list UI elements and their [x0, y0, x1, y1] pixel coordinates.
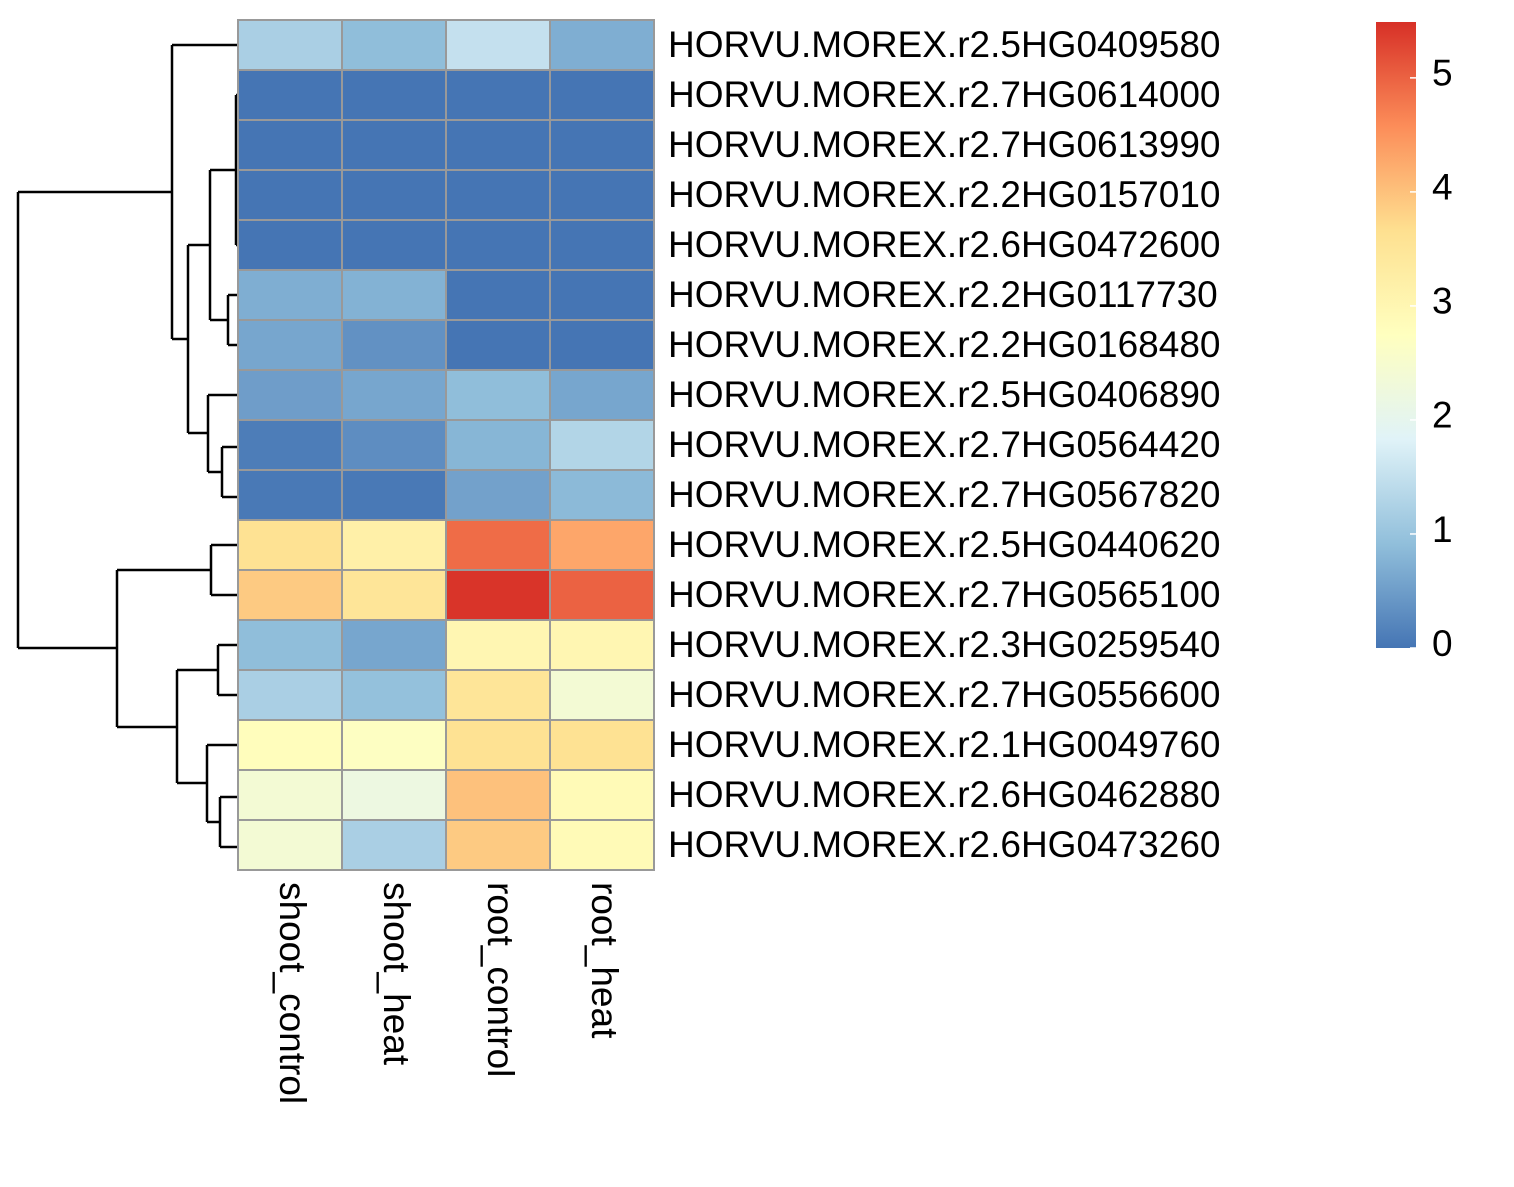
heatmap-cell: [237, 169, 343, 221]
column-label: root_control: [480, 882, 521, 1077]
heatmap-cell: [237, 519, 343, 571]
heatmap-cell: [549, 769, 655, 821]
heatmap-cell: [549, 819, 655, 871]
heatmap-cell: [445, 219, 551, 271]
heatmap-cell: [445, 669, 551, 721]
color-bar: [1376, 22, 1416, 648]
heatmap-cell: [341, 819, 447, 871]
heatmap-cell: [237, 319, 343, 371]
heatmap-cell: [549, 219, 655, 271]
row-label: HORVU.MOREX.r2.5HG0440620: [668, 524, 1221, 565]
heatmap-cell: [341, 419, 447, 471]
heatmap-cell: [549, 469, 655, 521]
row-label: HORVU.MOREX.r2.7HG0567820: [668, 474, 1221, 515]
row-label: HORVU.MOREX.r2.2HG0117730: [668, 274, 1218, 315]
heatmap-cell: [237, 569, 343, 621]
heatmap-cell: [445, 819, 551, 871]
color-bar-label: 0: [1432, 623, 1453, 664]
row-label: HORVU.MOREX.r2.7HG0565100: [668, 574, 1221, 615]
row-label: HORVU.MOREX.r2.6HG0462880: [668, 774, 1221, 815]
row-label: HORVU.MOREX.r2.2HG0168480: [668, 324, 1221, 365]
heatmap-cell: [237, 369, 343, 421]
heatmap-cell: [549, 569, 655, 621]
heatmap-cell: [237, 719, 343, 771]
heatmap-cell: [237, 269, 343, 321]
row-label: HORVU.MOREX.r2.1HG0049760: [668, 724, 1221, 765]
heatmap-cell: [445, 769, 551, 821]
heatmap-cell: [445, 319, 551, 371]
row-label: HORVU.MOREX.r2.3HG0259540: [668, 624, 1221, 665]
heatmap-cell: [341, 319, 447, 371]
heatmap-cell: [237, 819, 343, 871]
row-label: HORVU.MOREX.r2.7HG0613990: [668, 124, 1221, 165]
row-label: HORVU.MOREX.r2.7HG0614000: [668, 74, 1221, 115]
heatmap-cell: [549, 519, 655, 571]
heatmap-cell: [445, 269, 551, 321]
heatmap-cell: [549, 669, 655, 721]
row-label: HORVU.MOREX.r2.7HG0564420: [668, 424, 1221, 465]
heatmap-cell: [445, 19, 551, 71]
heatmap-cell: [237, 769, 343, 821]
heatmap-cell: [341, 219, 447, 271]
heatmap-cell: [445, 419, 551, 471]
heatmap-cell: [237, 469, 343, 521]
row-dendrogram: [16, 43, 238, 849]
heatmap-cell: [549, 169, 655, 221]
heatmap-cell: [341, 769, 447, 821]
color-bar-label: 2: [1432, 395, 1453, 436]
column-label: root_heat: [584, 882, 625, 1039]
heatmap-cell: [341, 119, 447, 171]
row-label: HORVU.MOREX.r2.2HG0157010: [668, 174, 1221, 215]
column-label: shoot_control: [272, 882, 313, 1104]
heatmap-cell: [237, 119, 343, 171]
row-label: HORVU.MOREX.r2.5HG0406890: [668, 374, 1221, 415]
heatmap-cell: [549, 269, 655, 321]
row-label: HORVU.MOREX.r2.6HG0473260: [668, 824, 1221, 865]
heatmap-cell: [549, 69, 655, 121]
heatmap-cell: [237, 619, 343, 671]
heatmap-cell: [341, 169, 447, 221]
heatmap-cell: [445, 519, 551, 571]
column-label: shoot_heat: [376, 882, 417, 1066]
heatmap-cell: [341, 369, 447, 421]
heatmap-cell: [549, 369, 655, 421]
heatmap-cell: [445, 619, 551, 671]
row-label: HORVU.MOREX.r2.7HG0556600: [668, 674, 1221, 715]
color-bar-label: 3: [1432, 281, 1453, 322]
heatmap-cell: [549, 619, 655, 671]
heatmap-cell: [549, 719, 655, 771]
heatmap-cell: [341, 619, 447, 671]
heatmap-cell: [341, 19, 447, 71]
row-label: HORVU.MOREX.r2.6HG0472600: [668, 224, 1221, 265]
heatmap-cell: [445, 369, 551, 421]
heatmap-cell: [341, 69, 447, 121]
heatmap-cell: [237, 669, 343, 721]
heatmap-cell: [445, 569, 551, 621]
heatmap-cell: [341, 719, 447, 771]
heatmap-cell: [445, 469, 551, 521]
heatmap-cell: [445, 169, 551, 221]
heatmap-cell: [237, 19, 343, 71]
heatmap-cell: [445, 69, 551, 121]
color-bar-label: 4: [1432, 167, 1453, 208]
heatmap-cell: [341, 669, 447, 721]
heatmap-cell: [549, 419, 655, 471]
row-label: HORVU.MOREX.r2.5HG0409580: [668, 24, 1221, 65]
heatmap-cell: [549, 319, 655, 371]
color-bar-label: 5: [1432, 53, 1453, 94]
heatmap-cell: [237, 419, 343, 471]
heatmap-cell: [237, 219, 343, 271]
heatmap-cell: [341, 519, 447, 571]
heatmap-cell: [549, 119, 655, 171]
heatmap-cell: [341, 269, 447, 321]
heatmap-cell: [341, 469, 447, 521]
color-bar-label: 1: [1432, 509, 1453, 550]
heatmap-cell: [549, 19, 655, 71]
heatmap-cell: [237, 69, 343, 121]
heatmap-cell: [341, 569, 447, 621]
heatmap-cell: [445, 119, 551, 171]
heatmap-cell: [445, 719, 551, 771]
